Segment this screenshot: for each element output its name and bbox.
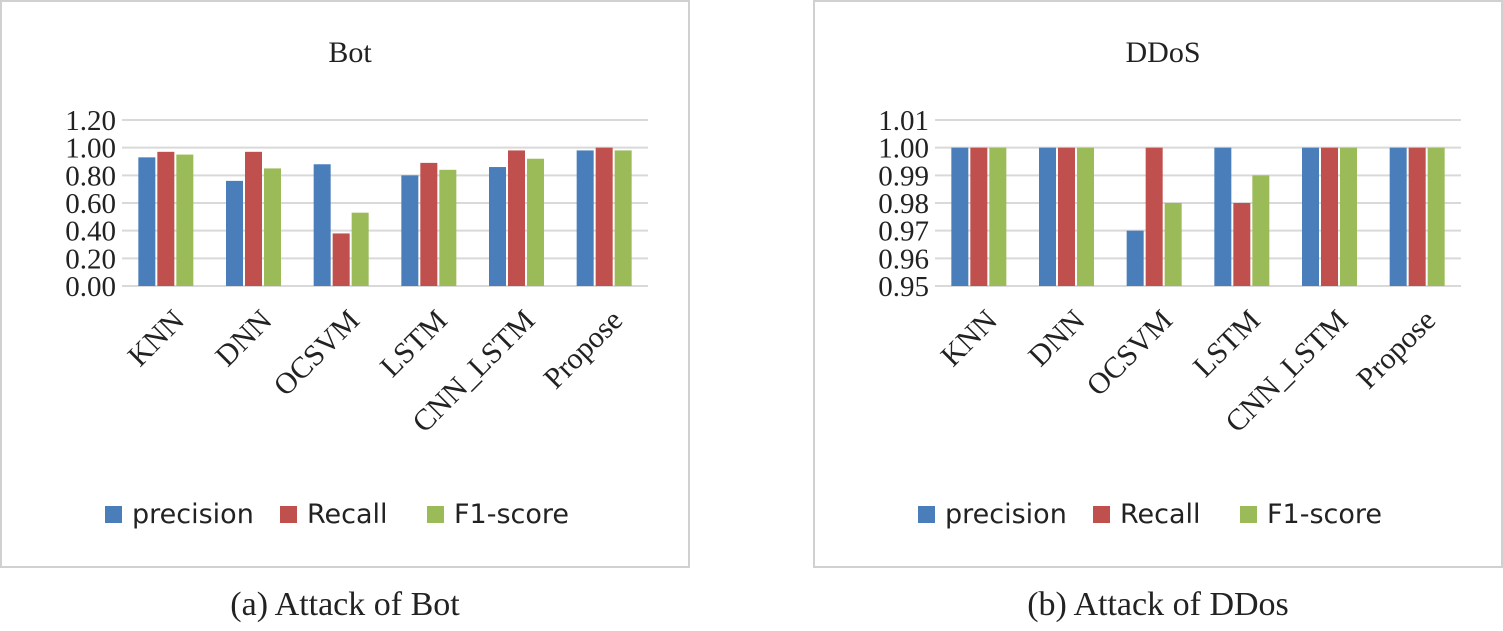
bar-f1-score-propose	[1427, 147, 1445, 286]
bar-precision-lstm	[401, 175, 419, 286]
y-tick-label: 1.00	[878, 133, 929, 165]
bar-recall-ocsvm	[332, 233, 350, 286]
legend-label-recall: Recall	[1120, 499, 1201, 530]
chart-title: Bot	[328, 36, 372, 69]
legend-label-precision: precision	[132, 499, 254, 530]
legend-swatch-precision	[918, 506, 935, 523]
y-tick-label: 0.97	[878, 216, 929, 248]
bar-f1-score-cnn-lstm	[527, 158, 544, 286]
bar-recall-knn	[970, 147, 988, 286]
legend-swatch-recall	[1093, 506, 1110, 523]
bar-f1-score-ocsvm	[1164, 203, 1182, 286]
legend-label-f1-score: F1-score	[1267, 499, 1382, 530]
legend-swatch-f1-score	[1240, 506, 1257, 523]
chart-title: DDoS	[1125, 36, 1200, 69]
bar-f1-score-cnn-lstm	[1340, 147, 1357, 286]
bar-recall-cnn-lstm	[1321, 147, 1338, 286]
chart-panel-bot: Bot 0.00 0.20 0.40 0.60 0.80 1.00 1.20 KNN DNN OCS…	[0, 0, 690, 568]
bar-f1-score-ocsvm	[351, 212, 369, 286]
bar-precision-knn	[951, 147, 969, 286]
bar-precision-ocsvm	[1126, 230, 1144, 286]
bar-recall-dnn	[1058, 147, 1075, 286]
y-tick-label: 0.80	[65, 160, 116, 192]
bar-recall-lstm	[1233, 203, 1251, 286]
legend-label-precision: precision	[945, 499, 1067, 530]
bar-recall-lstm	[420, 162, 438, 286]
y-tick-label: 0.96	[878, 243, 929, 275]
y-tick-label: 0.60	[65, 188, 116, 220]
y-tick-label: 0.95	[878, 271, 929, 303]
bar-f1-score-dnn	[264, 168, 281, 286]
bar-recall-propose	[595, 147, 613, 286]
y-tick-label: 1.01	[878, 105, 929, 137]
y-tick-label: 0.98	[878, 188, 929, 220]
y-tick-label: 1.00	[65, 133, 116, 165]
bar-f1-score-lstm	[1252, 175, 1270, 286]
bar-precision-cnn-lstm	[1302, 147, 1319, 286]
bar-recall-knn	[157, 151, 175, 286]
bar-precision-cnn-lstm	[489, 167, 506, 286]
legend-label-recall: Recall	[307, 499, 388, 530]
bar-f1-score-dnn	[1077, 147, 1094, 286]
legend-label-f1-score: F1-score	[454, 499, 569, 530]
chart-panel-ddos: DDoS 0.95 0.96 0.97 0.98 0.99 1.00 1.01 KNN DNN OC…	[813, 0, 1503, 568]
bar-f1-score-propose	[614, 150, 632, 286]
bar-recall-cnn-lstm	[508, 150, 525, 286]
bar-precision-knn	[138, 157, 156, 286]
bar-precision-ocsvm	[313, 164, 331, 286]
bar-recall-propose	[1408, 147, 1426, 286]
y-tick-label: 0.99	[878, 160, 929, 192]
bar-recall-ocsvm	[1145, 147, 1163, 286]
legend-swatch-precision	[105, 506, 122, 523]
y-tick-label: 0.40	[65, 216, 116, 248]
bar-precision-lstm	[1214, 147, 1232, 286]
legend-swatch-f1-score	[427, 506, 444, 523]
bar-f1-score-lstm	[439, 169, 457, 286]
bar-recall-dnn	[245, 151, 262, 286]
bar-precision-propose	[576, 150, 594, 286]
bar-precision-dnn	[226, 180, 243, 286]
y-tick-label: 0.20	[65, 243, 116, 275]
y-tick-label: 1.20	[65, 105, 116, 137]
bar-f1-score-knn	[989, 147, 1007, 286]
bar-f1-score-knn	[176, 154, 194, 286]
caption-ddos: (b) Attack of DDos	[1027, 586, 1289, 623]
caption-bot: (a) Attack of Bot	[230, 586, 460, 623]
legend-swatch-recall	[280, 506, 297, 523]
bar-precision-propose	[1389, 147, 1407, 286]
y-tick-label: 0.00	[65, 271, 116, 303]
bar-precision-dnn	[1039, 147, 1056, 286]
